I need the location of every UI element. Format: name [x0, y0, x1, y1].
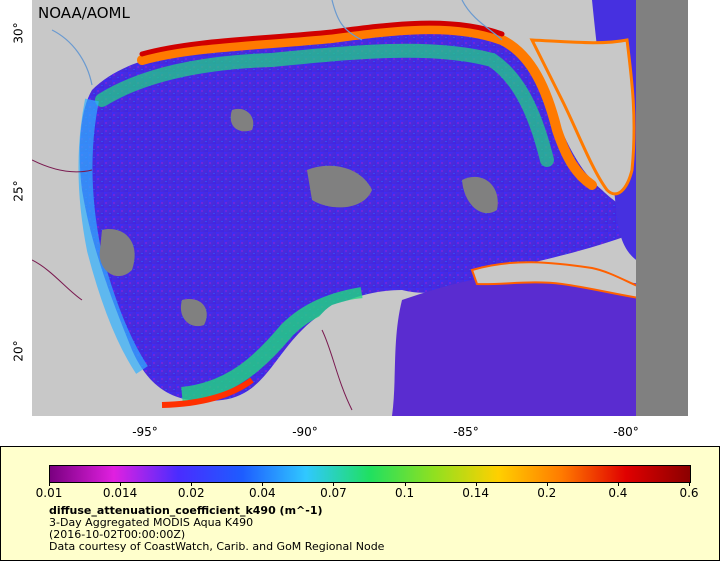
colorbar-tick-mark: [475, 482, 477, 486]
colorbar-tick-label: 0.14: [462, 486, 490, 500]
colorbar-tick-mark: [404, 482, 406, 486]
y-tick-label: 25°: [11, 180, 26, 202]
x-tick-label: -80°: [613, 425, 639, 439]
legend-panel: 0.01 0.014 0.02 0.04 0.07 0.1 0.14 0.2 0.4 0.6 di…: [0, 446, 720, 561]
colorbar-tick-mark: [333, 482, 335, 486]
nodata-patch: [307, 165, 372, 208]
legend-text: diffuse_attenuation_coefficient_k490 (m^…: [49, 505, 384, 553]
colorbar-tick-mark: [546, 482, 548, 486]
nodata-patch: [230, 108, 254, 132]
nodata-patch: [180, 299, 207, 327]
nodata-patch: [462, 176, 498, 214]
northern-coast-edge: [139, 20, 505, 57]
yucatan-coast-band: [180, 287, 364, 403]
x-tick-label: -90°: [292, 425, 318, 439]
northern-coast-band: [137, 24, 597, 190]
colorbar: [49, 465, 691, 483]
colorbar-tick-label: 0.1: [395, 486, 415, 500]
y-tick-label: 30°: [11, 22, 26, 44]
colorbar-tick-label: 0.07: [320, 486, 347, 500]
river: [51, 29, 93, 86]
border-line: [32, 159, 93, 173]
colorbar-tick-label: 0.04: [248, 486, 276, 500]
colorbar-tick-mark: [191, 482, 193, 486]
florida: [529, 38, 636, 196]
nodata-patch: [99, 229, 135, 277]
colorbar-tick-mark: [617, 482, 619, 486]
colorbar-tick-mark: [49, 482, 50, 486]
river: [331, 0, 363, 41]
colorbar-tick-mark: [262, 482, 264, 486]
border-line: [32, 259, 83, 301]
y-tick-label: 20°: [11, 340, 26, 362]
yucatan-peninsula: [282, 298, 395, 416]
caribbean-sea: [392, 273, 656, 416]
nodata-strip: [636, 0, 688, 416]
gulf-of-mexico: [79, 28, 642, 402]
colorbar-tick-label: 0.2: [537, 486, 557, 500]
western-coast-band: [78, 98, 148, 374]
river: [461, 0, 503, 41]
x-tick-label: -95°: [132, 425, 158, 439]
watermark-label: NOAA/AOML: [38, 4, 130, 22]
colorbar-tick-mark: [689, 482, 690, 486]
colorbar-tick-label: 0.4: [608, 486, 628, 500]
southern-coast-red: [161, 377, 254, 408]
colorbar-tick-label: 0.014: [102, 486, 138, 500]
colorbar-tick-mark: [120, 482, 122, 486]
colorbar-tick-label: 0.01: [35, 486, 63, 500]
data-credit: Data courtesy of CoastWatch, Carib. and …: [49, 540, 385, 553]
x-tick-label: -85°: [453, 425, 479, 439]
border-line: [321, 329, 353, 411]
dataset-description: 3-Day Aggregated MODIS Aqua K490: [49, 516, 254, 529]
k490-map: [32, 0, 688, 416]
colorbar-tick-label: 0.6: [679, 486, 699, 500]
map-panel: NOAA/AOML: [32, 0, 688, 416]
dataset-time: (2016-10-02T00:00:00Z): [49, 528, 186, 541]
northern-coast-green: [95, 43, 554, 167]
colorbar-tick-label: 0.02: [177, 486, 205, 500]
variable-name: diffuse_attenuation_coefficient_k490 (m^…: [49, 504, 323, 517]
